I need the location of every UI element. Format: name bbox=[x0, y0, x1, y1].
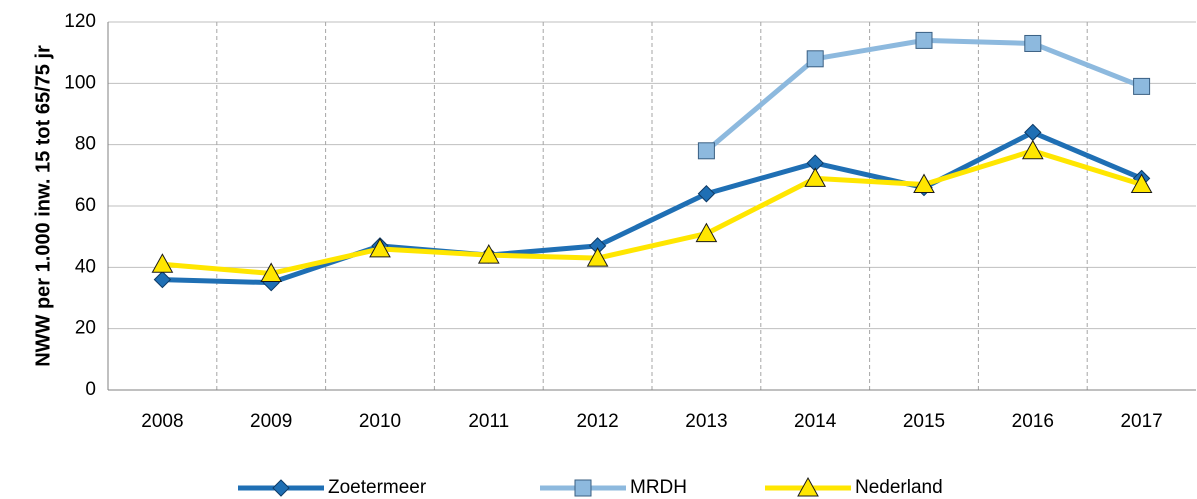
y-tick-label: 60 bbox=[75, 195, 96, 216]
marker bbox=[1021, 139, 1044, 160]
x-tick-label: 2009 bbox=[250, 411, 292, 432]
y-tick-label: 0 bbox=[85, 379, 96, 400]
marker bbox=[806, 50, 824, 68]
y-tick-label: 40 bbox=[75, 256, 96, 277]
marker bbox=[804, 167, 827, 187]
y-tick-label: 80 bbox=[75, 134, 96, 155]
legend-label: Nederland bbox=[855, 477, 943, 498]
x-tick-label: 2014 bbox=[794, 411, 837, 432]
marker bbox=[695, 222, 718, 243]
marker bbox=[260, 262, 283, 282]
legend-marker bbox=[797, 476, 819, 497]
series-line bbox=[704, 37, 1143, 153]
legend-label: Zoetermeer bbox=[328, 477, 427, 498]
legend-marker bbox=[272, 479, 290, 497]
series-line bbox=[162, 148, 1143, 276]
y-tick-label: 100 bbox=[64, 72, 96, 93]
marker bbox=[913, 173, 935, 194]
marker bbox=[697, 185, 716, 203]
y-axis-label: NWW per 1.000 inw. 15 tot 65/75 jr bbox=[32, 45, 54, 367]
marker bbox=[697, 142, 715, 160]
y-tick-label: 120 bbox=[64, 11, 96, 32]
x-tick-label: 2017 bbox=[1120, 411, 1162, 432]
y-tick-label: 20 bbox=[75, 318, 96, 339]
marker bbox=[1133, 77, 1151, 95]
marker bbox=[915, 31, 933, 49]
legend-label: MRDH bbox=[630, 477, 687, 498]
x-tick-label: 2016 bbox=[1012, 411, 1054, 432]
marker bbox=[477, 244, 500, 264]
marker bbox=[153, 270, 172, 289]
marker bbox=[369, 237, 391, 258]
marker bbox=[586, 247, 609, 267]
marker bbox=[1024, 34, 1042, 52]
x-tick-label: 2015 bbox=[903, 411, 945, 432]
x-tick-label: 2010 bbox=[359, 411, 401, 432]
marker bbox=[1130, 173, 1153, 194]
x-tick-label: 2008 bbox=[141, 411, 183, 432]
x-tick-label: 2012 bbox=[576, 411, 618, 432]
x-tick-label: 2011 bbox=[468, 411, 509, 432]
series-line bbox=[162, 129, 1143, 286]
marker bbox=[151, 253, 174, 273]
x-tick-label: 2013 bbox=[685, 411, 727, 432]
legend-marker bbox=[574, 479, 592, 497]
